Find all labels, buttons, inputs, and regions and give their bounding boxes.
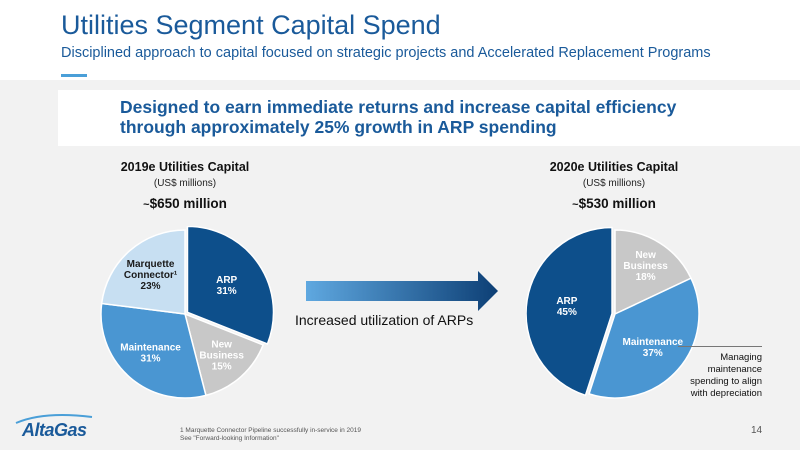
chart-2020-header: 2020e Utilities Capital (US$ millions) ~… <box>484 160 744 211</box>
pie-slice-maintenance <box>588 277 700 399</box>
logo-swoosh-icon <box>15 414 93 424</box>
chart-2020-total-prefix: ~ <box>572 199 579 211</box>
chart-2019-total: ~$650 million <box>55 196 315 211</box>
pie-label-new-business: New Business 15% <box>199 340 244 373</box>
footnote-1: 1 Marquette Connector Pipeline successfu… <box>180 427 362 434</box>
callout-line-2: through approximately 25% growth in ARP … <box>120 117 557 137</box>
pie-label-maintenance: Maintenance 37% <box>623 337 684 359</box>
maintenance-note: Managing maintenance spending to align w… <box>672 352 762 400</box>
footnote: 1 Marquette Connector Pipeline successfu… <box>180 427 361 443</box>
note-line-3: spending to align <box>690 376 762 387</box>
pie-label-arp: ARP 45% <box>556 296 577 318</box>
pie-label-arp: ARP 31% <box>216 275 237 297</box>
chart-2020-units: (US$ millions) <box>582 178 646 189</box>
slide-header: Utilities Segment Capital Spend Discipli… <box>0 0 800 80</box>
chart-2019-total-prefix: ~ <box>143 199 150 211</box>
callout-text: Designed to earn immediate returns and i… <box>120 97 760 137</box>
note-line-1: Managing <box>720 352 762 363</box>
page-number: 14 <box>751 425 763 436</box>
chart-2020-total: ~$530 million <box>484 196 744 211</box>
chart-2020-title: 2020e Utilities Capital <box>549 160 679 174</box>
title-underline <box>61 74 87 77</box>
chart-2020-total-value: $530 million <box>578 196 656 211</box>
callout-box: Designed to earn immediate returns and i… <box>58 90 800 146</box>
callout-line-1: Designed to earn immediate returns and i… <box>120 97 677 117</box>
altagas-logo: AltaGas <box>22 420 87 440</box>
arrow-right-icon <box>306 271 498 311</box>
chart-2019-units: (US$ millions) <box>153 178 217 189</box>
pie-label-marquette-connector: Marquette Connector¹ 23% <box>124 259 178 292</box>
footnote-2: See "Forward-looking Information" <box>180 435 279 442</box>
pie-slice-maintenance <box>100 302 207 399</box>
arrow-caption: Increased utilization of ARPs <box>295 312 474 328</box>
pie-slice-arp <box>526 226 613 397</box>
pie-slice-arp <box>186 226 275 345</box>
pie-label-new-business: New Business 18% <box>623 250 668 283</box>
chart-2019-total-value: $650 million <box>149 196 227 211</box>
pie-slice-new-business <box>614 229 693 316</box>
chart-2019-header: 2019e Utilities Capital (US$ millions) ~… <box>55 160 315 211</box>
slide-subtitle: Disciplined approach to capital focused … <box>61 45 711 61</box>
pie-chart-2020: New Business 18% Maintenance 37% ARP 45% <box>526 226 700 399</box>
note-line-4: with depreciation <box>690 388 762 399</box>
pie-chart-2019: ARP 31% New Business 15% Maintenance 31% Marque… <box>100 226 275 399</box>
pie-slice-new-business <box>183 312 265 397</box>
note-line-2: maintenance <box>707 364 762 375</box>
pie-label-maintenance: Maintenance 31% <box>120 343 181 365</box>
pie-slice-marquette-connector <box>100 229 186 315</box>
slide-footer <box>0 412 800 450</box>
slide-title: Utilities Segment Capital Spend <box>61 10 441 40</box>
growth-arrow <box>306 271 498 311</box>
chart-2019-title: 2019e Utilities Capital <box>120 160 250 174</box>
note-leader-line <box>678 346 762 347</box>
